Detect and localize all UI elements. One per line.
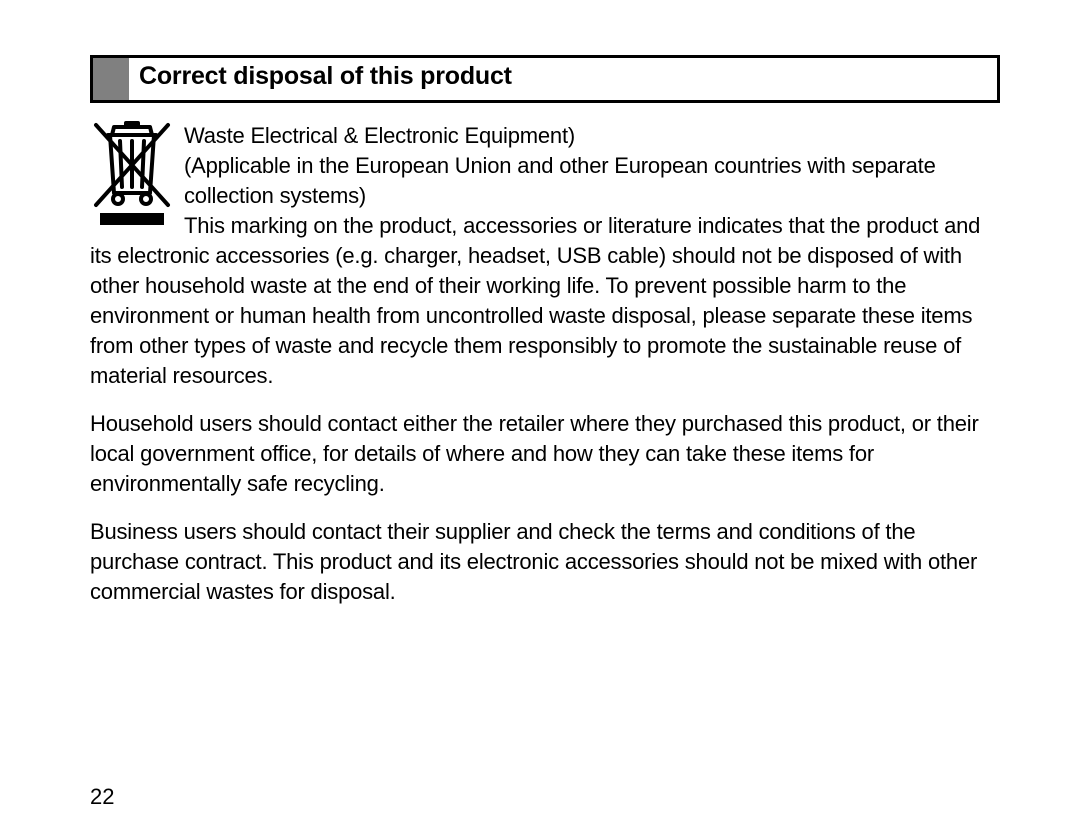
- marking-explanation: This marking on the product, accessories…: [90, 213, 980, 388]
- weee-label: Waste Electrical & Electronic Equipment): [184, 123, 575, 148]
- household-users-paragraph: Household users should contact either th…: [90, 409, 1000, 499]
- body-content: Waste Electrical & Electronic Equipment)…: [90, 121, 1000, 607]
- page-number: 22: [90, 784, 114, 810]
- title-tab: [93, 58, 129, 100]
- applicability-note: (Applicable in the European Union and ot…: [184, 153, 936, 208]
- intro-paragraph: Waste Electrical & Electronic Equipment)…: [90, 121, 1000, 391]
- manual-page: Correct disposal of this product: [0, 0, 1080, 840]
- business-users-paragraph: Business users should contact their supp…: [90, 517, 1000, 607]
- section-title: Correct disposal of this product: [129, 58, 512, 100]
- weee-bin-icon: [90, 121, 174, 231]
- section-title-bar: Correct disposal of this product: [90, 55, 1000, 103]
